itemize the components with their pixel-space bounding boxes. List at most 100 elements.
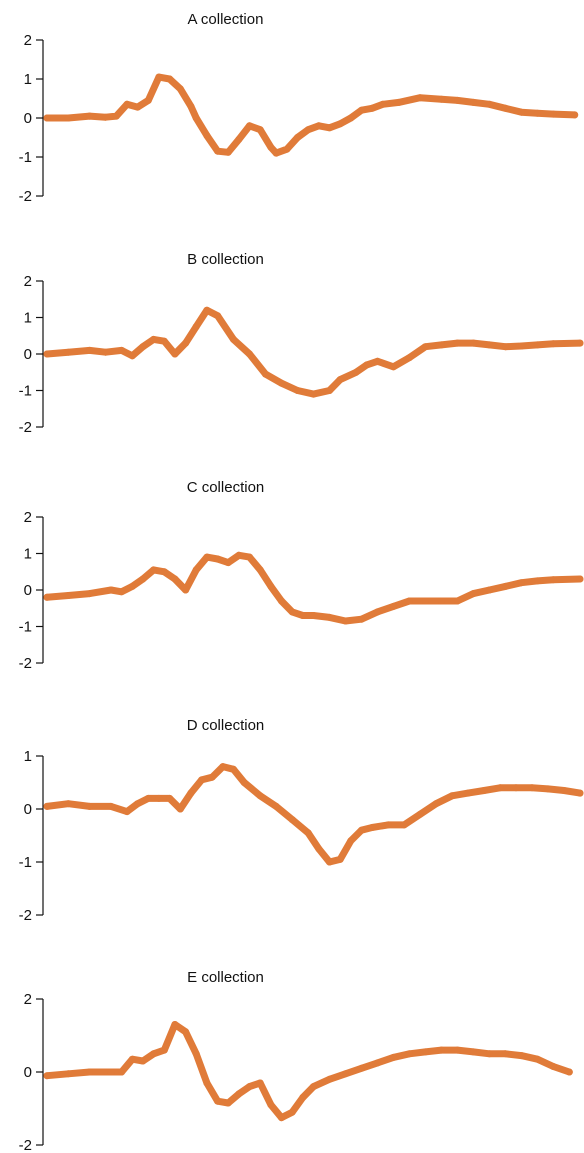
data-point: [304, 126, 312, 134]
data-point: [358, 615, 365, 623]
series-line: [43, 73, 579, 157]
data-point: [405, 597, 413, 605]
data-point: [485, 100, 493, 108]
data-point: [43, 1072, 51, 1080]
data-point: [336, 376, 344, 384]
data-point: [368, 824, 376, 831]
data-point: [485, 586, 493, 594]
y-tick-label: -2: [19, 188, 32, 205]
data-point: [437, 341, 445, 349]
data-point: [464, 789, 472, 797]
data-point: [533, 1055, 541, 1063]
data-point: [576, 789, 584, 797]
data-point: [469, 98, 477, 106]
data-point: [272, 149, 280, 157]
data-point: [43, 350, 51, 358]
data-point: [64, 114, 72, 122]
data-point: [517, 108, 525, 116]
y-tick-label: -2: [19, 1137, 32, 1153]
data-point: [501, 582, 509, 590]
data-point: [86, 346, 94, 354]
chart-title: A collection: [188, 11, 264, 28]
data-point: [571, 111, 579, 119]
data-point: [496, 784, 504, 792]
data-point: [299, 1094, 307, 1101]
data-point: [128, 352, 136, 360]
data-point: [389, 602, 397, 610]
data-point: [134, 103, 142, 111]
data-point: [421, 343, 429, 351]
y-tick-label: 1: [24, 310, 32, 327]
data-point: [160, 568, 168, 576]
data-point: [299, 612, 307, 619]
data-point: [310, 612, 317, 619]
data-point: [374, 1059, 381, 1067]
data-point: [144, 794, 152, 802]
data-point: [187, 789, 195, 797]
data-point: [192, 1050, 200, 1058]
data-point: [43, 114, 51, 122]
data-point: [528, 784, 536, 792]
data-point: [214, 1097, 222, 1105]
data-point: [160, 1046, 168, 1054]
data-point: [400, 821, 408, 829]
data-point: [384, 821, 392, 829]
data-point: [107, 586, 115, 594]
series-line: [43, 551, 584, 625]
data-point: [155, 794, 163, 802]
data-point: [134, 800, 142, 808]
data-point: [86, 802, 94, 810]
data-point: [326, 1075, 333, 1083]
y-tick-label: 1: [24, 71, 32, 88]
data-point: [256, 1079, 264, 1087]
data-point: [315, 122, 323, 130]
data-point: [262, 370, 269, 378]
data-point: [368, 104, 376, 112]
data-point: [469, 1048, 477, 1056]
data-point: [533, 109, 541, 117]
data-point: [123, 808, 131, 816]
data-point: [517, 579, 525, 587]
data-point: [214, 147, 222, 155]
chart-panel-d: D collection -2 -1 0 1: [19, 717, 584, 924]
data-point: [501, 1050, 509, 1058]
data-point: [533, 577, 541, 585]
data-point: [86, 590, 94, 598]
data-point: [155, 73, 163, 81]
chart-title: E collection: [187, 969, 264, 986]
data-point: [203, 553, 211, 561]
data-point: [112, 112, 120, 120]
data-point: [128, 1055, 136, 1063]
chart-title: B collection: [187, 251, 264, 268]
y-tick-label: -2: [19, 907, 32, 924]
data-point: [272, 802, 280, 810]
data-point: [150, 566, 158, 574]
data-point: [501, 343, 509, 351]
data-point: [358, 826, 365, 834]
data-point: [166, 794, 174, 802]
data-point: [549, 1063, 557, 1070]
y-tick-label: -1: [19, 619, 32, 636]
data-point: [310, 390, 317, 398]
data-point: [246, 1083, 253, 1091]
data-point: [379, 100, 387, 108]
data-point: [166, 75, 174, 83]
data-point: [86, 1068, 94, 1076]
data-point: [560, 787, 568, 794]
y-tick-label: 2: [24, 32, 32, 49]
data-point: [389, 1053, 397, 1061]
chart-panel-b: B collection -2 -1 0 1 2: [19, 251, 584, 436]
data-point: [576, 339, 584, 347]
data-point: [219, 763, 227, 771]
data-point: [549, 340, 557, 348]
data-point: [123, 100, 131, 108]
data-point: [128, 582, 136, 590]
y-tick-label: 1: [24, 546, 32, 563]
data-point: [198, 776, 206, 784]
data-point: [363, 361, 371, 369]
data-point: [182, 586, 190, 594]
data-point: [576, 575, 584, 583]
chart-title: D collection: [187, 717, 265, 734]
data-point: [326, 387, 333, 394]
data-point: [203, 1079, 211, 1087]
